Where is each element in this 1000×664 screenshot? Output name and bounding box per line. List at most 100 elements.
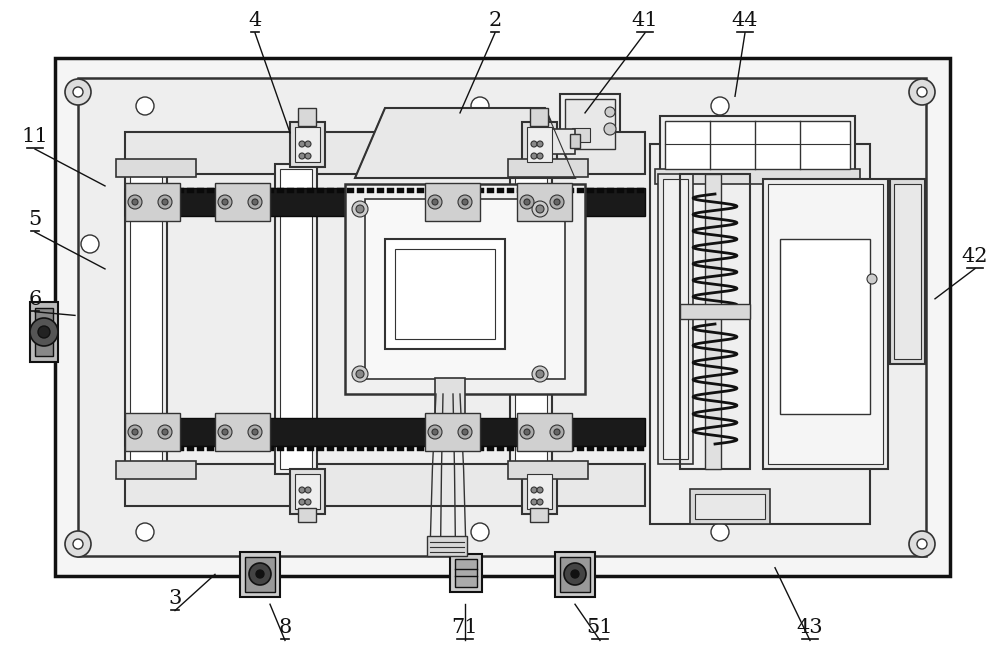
Bar [125, 183, 180, 221]
Bar [227, 446, 234, 451]
Bar [637, 446, 644, 451]
Circle shape [305, 153, 311, 159]
Bar [567, 188, 574, 193]
Bar [307, 188, 314, 193]
Bar [125, 413, 180, 451]
Circle shape [136, 97, 154, 115]
Circle shape [711, 523, 729, 541]
Circle shape [537, 153, 543, 159]
Circle shape [458, 425, 472, 439]
Bar [217, 188, 224, 193]
Bar [298, 108, 316, 126]
Bar [337, 188, 344, 193]
Bar [617, 446, 624, 451]
Circle shape [132, 199, 138, 205]
Bar [147, 188, 154, 193]
Circle shape [536, 205, 544, 213]
Circle shape [711, 97, 729, 115]
Bar [565, 99, 615, 149]
Bar [277, 188, 284, 193]
Bar [680, 174, 750, 469]
Circle shape [554, 429, 560, 435]
Circle shape [536, 370, 544, 378]
Bar [215, 413, 270, 451]
Bar [577, 188, 584, 193]
Bar [537, 188, 544, 193]
Bar [397, 446, 404, 451]
Circle shape [65, 79, 91, 105]
Circle shape [909, 531, 935, 557]
Circle shape [537, 141, 543, 147]
Circle shape [305, 499, 311, 505]
Bar [327, 446, 334, 451]
Text: 2: 2 [488, 11, 502, 30]
Bar [287, 188, 294, 193]
Bar [695, 494, 765, 519]
Bar [337, 446, 344, 451]
Circle shape [249, 563, 271, 585]
Bar [455, 559, 477, 587]
Polygon shape [355, 108, 575, 178]
Bar [157, 188, 164, 193]
Bar [450, 554, 482, 592]
Circle shape [532, 366, 548, 382]
Bar [417, 188, 424, 193]
Circle shape [531, 499, 537, 505]
Circle shape [531, 141, 537, 147]
Circle shape [305, 487, 311, 493]
Bar [298, 508, 316, 522]
Bar [387, 446, 394, 451]
Bar [297, 188, 304, 193]
Bar [407, 446, 414, 451]
Circle shape [520, 195, 534, 209]
Bar [627, 188, 634, 193]
Bar [167, 188, 174, 193]
Bar [127, 188, 134, 193]
Circle shape [352, 366, 368, 382]
Circle shape [299, 141, 305, 147]
Bar [187, 188, 194, 193]
Bar [560, 94, 620, 154]
Bar [385, 239, 505, 349]
Bar [297, 446, 304, 451]
Circle shape [554, 199, 560, 205]
Bar [572, 128, 590, 142]
Bar [55, 58, 950, 576]
Bar [557, 188, 564, 193]
Bar [245, 557, 275, 592]
Bar [327, 188, 334, 193]
Bar [78, 78, 926, 556]
Bar [257, 188, 264, 193]
Bar [537, 446, 544, 451]
Circle shape [537, 499, 543, 505]
Circle shape [65, 531, 91, 557]
Bar [497, 188, 504, 193]
Circle shape [462, 429, 468, 435]
Bar [275, 164, 317, 474]
Text: 3: 3 [168, 588, 182, 608]
Bar [425, 183, 480, 221]
Bar [215, 183, 270, 221]
Bar [527, 188, 534, 193]
Circle shape [158, 425, 172, 439]
Bar [517, 446, 524, 451]
Bar [317, 446, 324, 451]
Bar [127, 446, 134, 451]
Circle shape [604, 123, 616, 135]
Bar [522, 469, 557, 514]
Bar [437, 188, 444, 193]
Bar [207, 446, 214, 451]
Circle shape [571, 570, 579, 578]
Bar [607, 446, 614, 451]
Text: 6: 6 [28, 290, 42, 309]
Bar [130, 169, 162, 469]
Bar [240, 552, 280, 597]
Bar [637, 188, 644, 193]
Text: 5: 5 [28, 210, 42, 229]
Circle shape [158, 195, 172, 209]
Circle shape [524, 199, 530, 205]
Bar [545, 129, 575, 154]
Bar [125, 418, 645, 446]
Bar [247, 446, 254, 451]
Circle shape [248, 195, 262, 209]
